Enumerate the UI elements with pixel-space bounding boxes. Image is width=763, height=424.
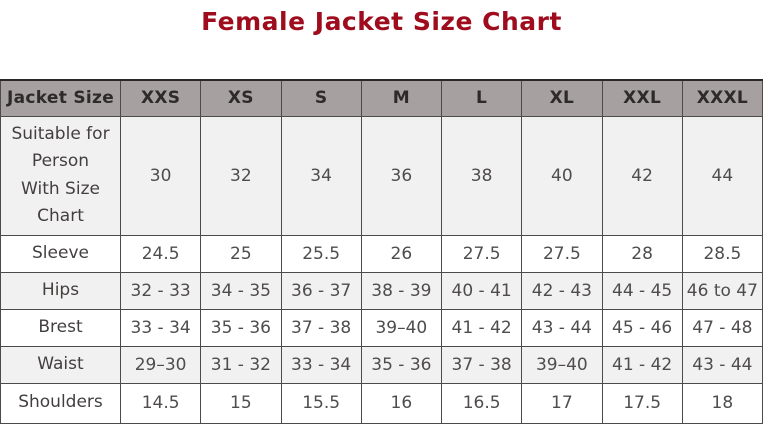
header-cell-xl: XL: [521, 79, 603, 117]
table-row-suitable-size: Suitable for Person With Size Chart 30 3…: [0, 115, 763, 236]
size-cell: 44 - 45: [601, 271, 683, 310]
size-cell: 47 - 48: [681, 308, 763, 347]
size-cell: 17.5: [601, 382, 683, 424]
header-row: Jacket Size XXS XS S M L XL XXL XXXL: [0, 79, 763, 117]
size-cell: 16: [360, 382, 443, 424]
size-cell: 26: [360, 234, 443, 273]
size-cell: 34: [280, 115, 362, 236]
size-cell: 25.5: [280, 234, 362, 273]
size-cell: 28.5: [681, 234, 763, 273]
size-cell: 25: [200, 234, 282, 273]
row-label: Suitable for Person With Size Chart: [0, 115, 121, 236]
size-cell: 14.5: [119, 382, 202, 424]
size-cell: 43 - 44: [521, 308, 603, 347]
table-row-hips: Hips 32 - 33 34 - 35 36 - 37 38 - 39 40 …: [0, 271, 763, 310]
size-cell: 43 - 44: [681, 345, 763, 384]
table-header: Jacket Size XXS XS S M L XL XXL XXXL: [0, 79, 763, 117]
size-cell: 41 - 42: [440, 308, 523, 347]
size-cell: 44: [681, 115, 763, 236]
size-cell: 37 - 38: [440, 345, 523, 384]
size-cell: 33 - 34: [119, 308, 202, 347]
size-cell: 16.5: [440, 382, 523, 424]
size-cell: 28: [601, 234, 683, 273]
size-cell: 39–40: [521, 345, 603, 384]
table-row-shoulders: Shoulders 14.5 15 15.5 16 16.5 17 17.5 1…: [0, 382, 763, 424]
size-cell: 40 - 41: [440, 271, 523, 310]
header-cell-xs: XS: [200, 79, 282, 117]
size-cell: 36 - 37: [280, 271, 362, 310]
size-cell: 45 - 46: [601, 308, 683, 347]
size-cell: 33 - 34: [280, 345, 362, 384]
header-cell-xxxl: XXXL: [681, 79, 763, 117]
size-cell: 37 - 38: [280, 308, 362, 347]
table-row-waist: Waist 29–30 31 - 32 33 - 34 35 - 36 37 -…: [0, 345, 763, 384]
size-cell: 24.5: [119, 234, 202, 273]
size-cell: 27.5: [440, 234, 523, 273]
size-cell: 42: [601, 115, 683, 236]
size-cell: 30: [119, 115, 202, 236]
row-label: Waist: [0, 345, 121, 384]
size-cell: 29–30: [119, 345, 202, 384]
page-title: Female Jacket Size Chart: [201, 7, 562, 36]
header-cell-xxl: XXL: [601, 79, 683, 117]
size-cell: 42 - 43: [521, 271, 603, 310]
row-label: Sleeve: [0, 234, 121, 273]
header-cell-xxs: XXS: [119, 79, 202, 117]
size-cell: 46 to 47: [681, 271, 763, 310]
header-cell-l: L: [440, 79, 523, 117]
size-cell: 15.5: [280, 382, 362, 424]
size-cell: 41 - 42: [601, 345, 683, 384]
row-label: Shoulders: [0, 382, 121, 424]
size-cell: 27.5: [521, 234, 603, 273]
size-cell: 31 - 32: [200, 345, 282, 384]
table-row-sleeve: Sleeve 24.5 25 25.5 26 27.5 27.5 28 28.5: [0, 234, 763, 273]
size-cell: 38: [440, 115, 523, 236]
size-cell: 39–40: [360, 308, 443, 347]
size-cell: 32 - 33: [119, 271, 202, 310]
size-cell: 35 - 36: [200, 308, 282, 347]
size-cell: 38 - 39: [360, 271, 443, 310]
size-cell: 17: [521, 382, 603, 424]
table-row-brest: Brest 33 - 34 35 - 36 37 - 38 39–40 41 -…: [0, 308, 763, 347]
size-cell: 15: [200, 382, 282, 424]
size-cell: 40: [521, 115, 603, 236]
size-cell: 36: [360, 115, 443, 236]
row-label: Brest: [0, 308, 121, 347]
size-cell: 35 - 36: [360, 345, 443, 384]
header-cell-jacket-size: Jacket Size: [0, 79, 121, 117]
female-jacket-size-chart-table: Jacket Size XXS XS S M L XL XXL XXXL Sui…: [0, 79, 763, 424]
header-cell-m: M: [360, 79, 443, 117]
size-cell: 18: [681, 382, 763, 424]
row-label: Hips: [0, 271, 121, 310]
size-cell: 32: [200, 115, 282, 236]
size-cell: 34 - 35: [200, 271, 282, 310]
header-cell-s: S: [280, 79, 362, 117]
